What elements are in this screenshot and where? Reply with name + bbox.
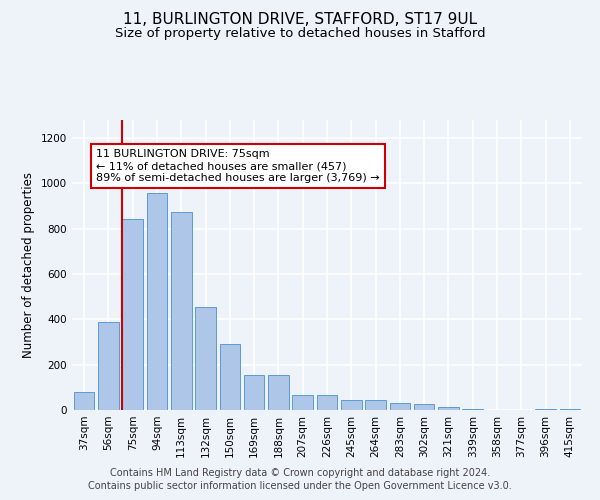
- Bar: [146, 192, 167, 410]
- Bar: [220, 344, 240, 410]
- Bar: [195, 307, 216, 410]
- Bar: [292, 396, 313, 410]
- Bar: [535, 409, 556, 410]
- Text: 11 BURLINGTON DRIVE: 75sqm
← 11% of detached houses are smaller (457)
89% of sem: 11 BURLINGTON DRIVE: 75sqm ← 11% of deta…: [96, 150, 380, 182]
- Bar: [171, 212, 191, 410]
- Bar: [389, 403, 410, 410]
- Bar: [560, 409, 580, 410]
- Bar: [98, 322, 119, 410]
- Y-axis label: Number of detached properties: Number of detached properties: [22, 172, 35, 358]
- Bar: [463, 409, 483, 410]
- Bar: [414, 404, 434, 410]
- Bar: [365, 400, 386, 410]
- Bar: [438, 406, 459, 410]
- Bar: [268, 375, 289, 410]
- Bar: [74, 392, 94, 410]
- Bar: [244, 375, 265, 410]
- Bar: [122, 218, 143, 410]
- Bar: [341, 400, 362, 410]
- Text: 11, BURLINGTON DRIVE, STAFFORD, ST17 9UL: 11, BURLINGTON DRIVE, STAFFORD, ST17 9UL: [123, 12, 477, 28]
- Text: Contains public sector information licensed under the Open Government Licence v3: Contains public sector information licen…: [88, 481, 512, 491]
- Text: Size of property relative to detached houses in Stafford: Size of property relative to detached ho…: [115, 28, 485, 40]
- Bar: [317, 396, 337, 410]
- Text: Contains HM Land Registry data © Crown copyright and database right 2024.: Contains HM Land Registry data © Crown c…: [110, 468, 490, 477]
